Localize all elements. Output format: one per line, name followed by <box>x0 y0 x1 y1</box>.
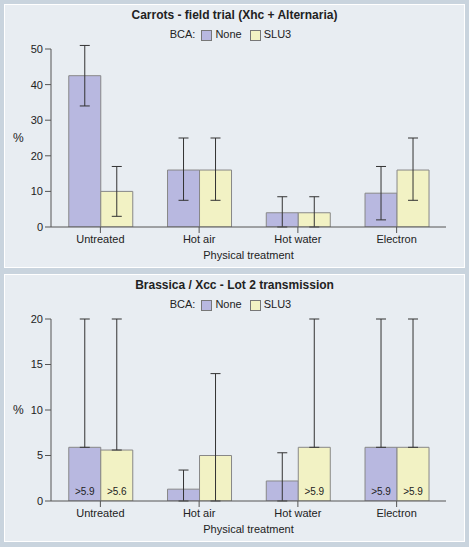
svg-text:20: 20 <box>31 150 43 162</box>
svg-text:50: 50 <box>31 43 43 55</box>
svg-text:>5.9: >5.9 <box>403 486 423 497</box>
html-text:None: None <box>215 28 242 40</box>
svg-text:Untreated: Untreated <box>76 507 124 519</box>
svg-text:Electron: Electron <box>376 233 416 245</box>
svg-text:Electron: Electron <box>376 507 416 519</box>
svg-text:5: 5 <box>37 449 43 461</box>
svg-text:20: 20 <box>31 313 43 325</box>
svg-text:40: 40 <box>31 79 43 91</box>
svg-text:Hot water: Hot water <box>274 233 321 245</box>
svg-text:0: 0 <box>37 495 43 507</box>
svg-text:10: 10 <box>31 404 43 416</box>
svg-text:%: % <box>13 131 24 145</box>
html-text:BCA:: BCA: <box>169 28 196 40</box>
html-text:Brassica / Xcc - Lot 2 transmi: Brassica / Xcc - Lot 2 transmission <box>135 278 334 292</box>
svg-text:Untreated: Untreated <box>76 233 124 245</box>
html-text:SLU3: SLU3 <box>263 298 292 310</box>
html-text:None: None <box>215 298 242 310</box>
svg-text:%: % <box>13 403 24 417</box>
svg-text:>5.6: >5.6 <box>107 486 127 497</box>
svg-text:Hot air: Hot air <box>183 507 216 519</box>
svg-text:Physical treatment: Physical treatment <box>203 249 293 261</box>
svg-text:>5.9: >5.9 <box>304 486 324 497</box>
svg-text:Hot air: Hot air <box>183 233 216 245</box>
html-text:SLU3: SLU3 <box>263 28 292 40</box>
svg-text:30: 30 <box>31 114 43 126</box>
svg-text:Physical treatment: Physical treatment <box>203 523 293 535</box>
svg-text:10: 10 <box>31 185 43 197</box>
html-text:BCA:: BCA: <box>169 298 196 310</box>
svg-text:>5.9: >5.9 <box>371 486 391 497</box>
svg-text:15: 15 <box>31 358 43 370</box>
svg-text:Hot water: Hot water <box>274 507 321 519</box>
svg-text:0: 0 <box>37 221 43 233</box>
html-text:Carrots - field trial (Xhc + A: Carrots - field trial (Xhc + Alternaria) <box>131 8 338 22</box>
svg-text:>5.9: >5.9 <box>75 486 95 497</box>
